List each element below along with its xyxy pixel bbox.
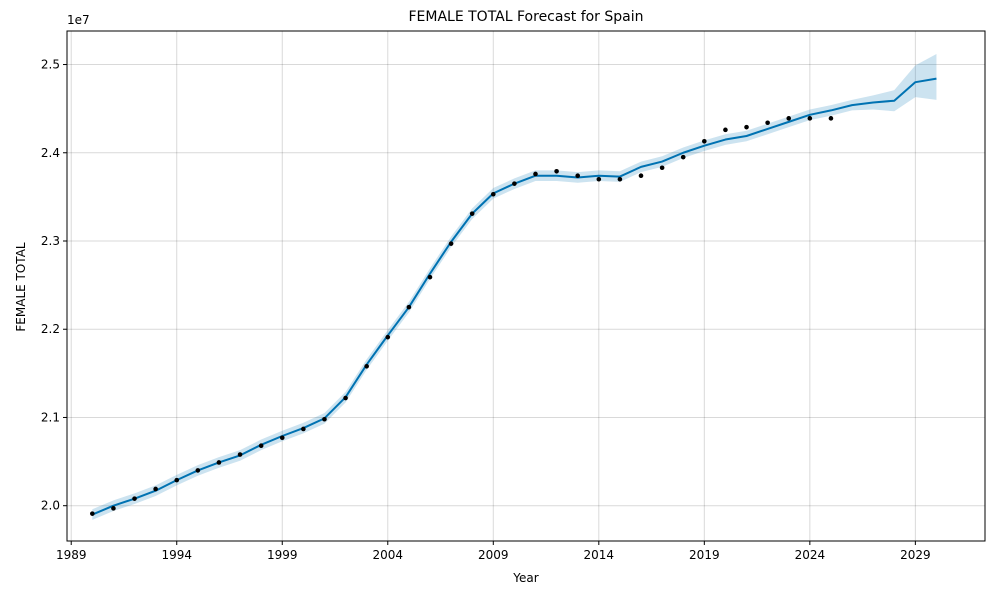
y-axis-ticks: 2.0 2.1 2.2 2.3 2.4 2.5 [41, 58, 67, 513]
observed-points-layer [90, 116, 834, 516]
observed-point [406, 304, 412, 310]
observed-point [174, 477, 180, 483]
observed-point [807, 116, 813, 121]
observed-point [343, 395, 348, 401]
observed-point [427, 274, 433, 280]
observed-point [301, 426, 306, 432]
grid-lines [67, 31, 985, 541]
observed-point [279, 435, 285, 441]
observed-point [237, 452, 243, 457]
y-tick-label: 2.5 [41, 58, 60, 72]
observed-point [680, 154, 686, 160]
plot-frame [66, 30, 986, 542]
x-tick-label: 2014 [584, 548, 615, 562]
observed-point [533, 171, 538, 177]
x-tick-label: 2004 [372, 548, 403, 562]
observed-point [490, 191, 496, 197]
x-tick-label: 2029 [900, 548, 931, 562]
x-tick-label: 1989 [56, 548, 87, 562]
observed-point [322, 416, 327, 422]
observed-point [90, 511, 95, 516]
chart-title: FEMALE TOTAL Forecast for Spain [408, 9, 643, 25]
x-tick-label: 2019 [689, 548, 720, 562]
uncertainty-band-layer [92, 53, 937, 520]
observed-point [765, 120, 770, 126]
y-tick-label: 2.0 [41, 499, 60, 513]
observed-point [638, 173, 644, 179]
y-tick-label: 2.3 [41, 234, 60, 248]
observed-point [744, 124, 749, 130]
y-tick-label: 2.1 [41, 410, 60, 424]
y-tick-label: 2.4 [41, 146, 60, 160]
observed-point [702, 138, 707, 144]
observed-point [364, 363, 369, 369]
observed-point [828, 116, 834, 121]
observed-point [617, 176, 623, 182]
observed-point [596, 176, 602, 182]
x-tick-label: 2009 [478, 548, 509, 562]
observed-point [723, 127, 728, 133]
x-tick-label: 1994 [161, 548, 192, 562]
observed-point [385, 334, 391, 340]
observed-point [448, 241, 454, 246]
observed-point [153, 486, 158, 492]
observed-point [554, 168, 559, 174]
x-tick-label: 1999 [267, 548, 298, 562]
observed-point [132, 496, 137, 501]
y-offset-label: 1e7 [67, 13, 90, 27]
observed-point [575, 173, 580, 179]
x-axis-ticks: 1989 1994 1999 2004 2009 2014 2019 2024 2029 [56, 541, 931, 562]
observed-point [659, 165, 665, 171]
y-tick-label: 2.2 [41, 322, 60, 336]
observed-point [195, 468, 201, 473]
observed-point [469, 211, 475, 216]
observed-point [216, 460, 222, 465]
x-tick-label: 2024 [795, 548, 826, 562]
observed-point [512, 181, 517, 186]
x-axis-title: Year [512, 571, 538, 585]
uncertainty-band [92, 53, 937, 520]
y-axis-title: FEMALE TOTAL [14, 242, 28, 332]
observed-point [111, 506, 116, 511]
observed-point [258, 443, 264, 449]
observed-point [786, 116, 792, 121]
